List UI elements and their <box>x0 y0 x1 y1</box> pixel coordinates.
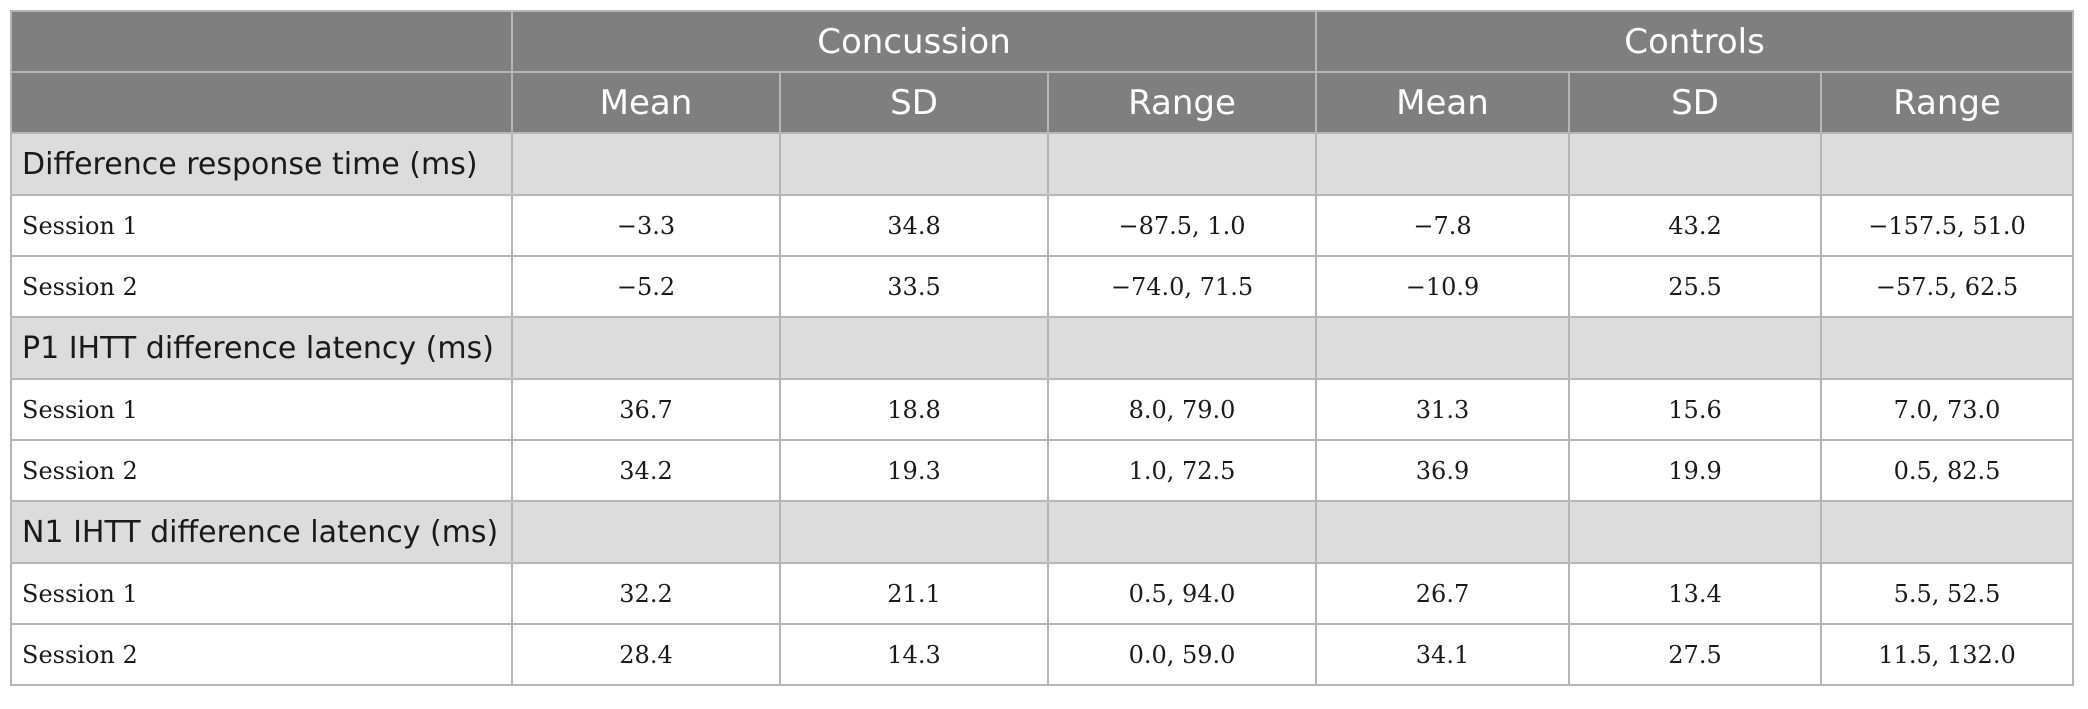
section-row: Difference response time (ms) <box>10 132 2075 196</box>
cell-controls-mean: −7.8 <box>1315 194 1570 257</box>
column-header-controls-sd: SD <box>1568 71 1822 134</box>
row-label: Session 1 <box>10 194 513 257</box>
cell-concussion-range: 0.5, 94.0 <box>1047 562 1317 625</box>
column-header-concussion-mean: Mean <box>511 71 781 134</box>
cell-controls-mean: −10.9 <box>1315 255 1570 318</box>
cell-concussion-range: −74.0, 71.5 <box>1047 255 1317 318</box>
cell-concussion-mean: 36.7 <box>511 378 781 441</box>
header-corner-cell <box>10 71 513 134</box>
row-label: Session 1 <box>10 562 513 625</box>
section-title: P1 IHTT difference latency (ms) <box>10 316 513 380</box>
cell-concussion-sd: 18.8 <box>779 378 1049 441</box>
row-label: Session 2 <box>10 439 513 502</box>
results-table: Concussion Controls Mean SD Range Mean S… <box>10 10 2075 686</box>
cell-concussion-sd: 14.3 <box>779 623 1049 686</box>
cell-controls-range: 5.5, 52.5 <box>1819 562 2075 625</box>
cell-controls-mean: 36.9 <box>1315 439 1570 502</box>
cell-concussion-range: 8.0, 79.0 <box>1047 378 1317 441</box>
column-header-concussion-range: Range <box>1047 71 1317 134</box>
cell-controls-mean: 34.1 <box>1315 623 1570 686</box>
cell-controls-mean: 31.3 <box>1315 378 1570 441</box>
table-row: Session 1 −3.3 34.8 −87.5, 1.0 −7.8 43.2… <box>10 194 2075 257</box>
header-group-row: Concussion Controls <box>10 10 2075 73</box>
cell-concussion-mean: −3.3 <box>511 194 781 257</box>
cell-controls-sd: 13.4 <box>1568 562 1822 625</box>
cell-concussion-sd: 21.1 <box>779 562 1049 625</box>
column-header-controls-range: Range <box>1819 71 2075 134</box>
header-group-controls: Controls <box>1314 10 2075 73</box>
empty-cell <box>1047 132 1317 196</box>
section-title: N1 IHTT difference latency (ms) <box>10 500 513 564</box>
cell-controls-range: 0.5, 82.5 <box>1819 439 2075 502</box>
cell-concussion-sd: 34.8 <box>779 194 1049 257</box>
cell-controls-range: 11.5, 132.0 <box>1819 623 2075 686</box>
table-row: Session 2 −5.2 33.5 −74.0, 71.5 −10.9 25… <box>10 255 2075 318</box>
cell-controls-sd: 19.9 <box>1568 439 1822 502</box>
empty-cell <box>1819 132 2075 196</box>
empty-cell <box>511 316 781 380</box>
cell-controls-mean: 26.7 <box>1315 562 1570 625</box>
empty-cell <box>511 132 781 196</box>
empty-cell <box>1315 500 1570 564</box>
cell-controls-range: −57.5, 62.5 <box>1819 255 2075 318</box>
column-header-concussion-sd: SD <box>779 71 1049 134</box>
empty-cell <box>779 500 1049 564</box>
section-row: N1 IHTT difference latency (ms) <box>10 500 2075 564</box>
cell-concussion-mean: 32.2 <box>511 562 781 625</box>
table-row: Session 1 36.7 18.8 8.0, 79.0 31.3 15.6 … <box>10 378 2075 441</box>
empty-cell <box>1047 500 1317 564</box>
cell-concussion-sd: 33.5 <box>779 255 1049 318</box>
cell-concussion-mean: 28.4 <box>511 623 781 686</box>
section-title: Difference response time (ms) <box>10 132 513 196</box>
table-row: Session 1 32.2 21.1 0.5, 94.0 26.7 13.4 … <box>10 562 2075 625</box>
cell-concussion-range: 1.0, 72.5 <box>1047 439 1317 502</box>
header-corner-cell <box>10 10 513 73</box>
section-row: P1 IHTT difference latency (ms) <box>10 316 2075 380</box>
header-group-concussion: Concussion <box>511 10 1317 73</box>
row-label: Session 2 <box>10 255 513 318</box>
table-row: Session 2 34.2 19.3 1.0, 72.5 36.9 19.9 … <box>10 439 2075 502</box>
cell-concussion-range: 0.0, 59.0 <box>1047 623 1317 686</box>
cell-concussion-sd: 19.3 <box>779 439 1049 502</box>
cell-controls-range: 7.0, 73.0 <box>1819 378 2075 441</box>
empty-cell <box>779 316 1049 380</box>
cell-controls-sd: 27.5 <box>1568 623 1822 686</box>
empty-cell <box>1047 316 1317 380</box>
cell-concussion-mean: −5.2 <box>511 255 781 318</box>
empty-cell <box>1315 316 1570 380</box>
header-column-row: Mean SD Range Mean SD Range <box>10 71 2075 134</box>
table-row: Session 2 28.4 14.3 0.0, 59.0 34.1 27.5 … <box>10 623 2075 686</box>
empty-cell <box>1568 316 1822 380</box>
cell-controls-sd: 15.6 <box>1568 378 1822 441</box>
empty-cell <box>511 500 781 564</box>
cell-concussion-mean: 34.2 <box>511 439 781 502</box>
column-header-controls-mean: Mean <box>1315 71 1570 134</box>
empty-cell <box>1568 132 1822 196</box>
empty-cell <box>1315 132 1570 196</box>
table-container: Concussion Controls Mean SD Range Mean S… <box>10 10 2075 686</box>
row-label: Session 1 <box>10 378 513 441</box>
empty-cell <box>779 132 1049 196</box>
empty-cell <box>1819 500 2075 564</box>
empty-cell <box>1819 316 2075 380</box>
cell-controls-range: −157.5, 51.0 <box>1819 194 2075 257</box>
cell-controls-sd: 43.2 <box>1568 194 1822 257</box>
empty-cell <box>1568 500 1822 564</box>
cell-controls-sd: 25.5 <box>1568 255 1822 318</box>
cell-concussion-range: −87.5, 1.0 <box>1047 194 1317 257</box>
row-label: Session 2 <box>10 623 513 686</box>
